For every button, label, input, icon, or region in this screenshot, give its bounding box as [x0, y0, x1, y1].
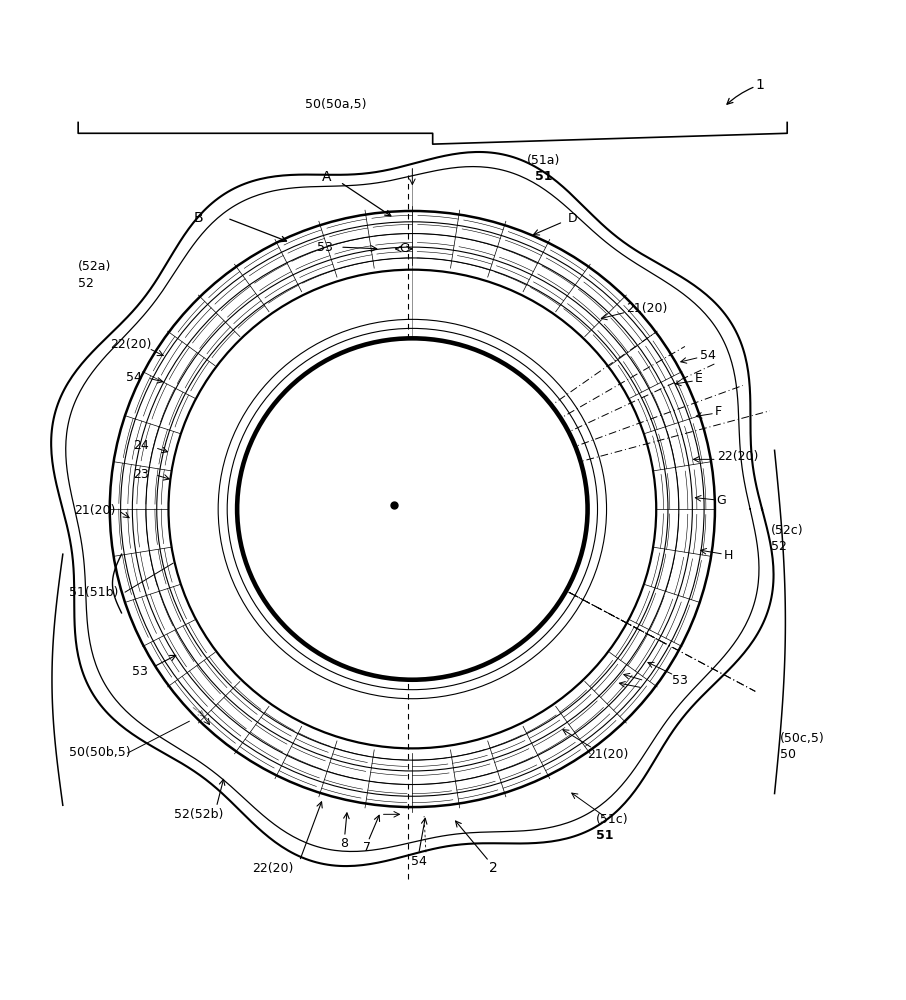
- Text: H: H: [516, 532, 525, 545]
- Text: E: E: [695, 372, 703, 385]
- Text: (50c,5): (50c,5): [780, 732, 824, 745]
- Text: 53: 53: [132, 665, 148, 678]
- Text: 52: 52: [78, 277, 94, 290]
- Text: (51a): (51a): [526, 154, 560, 167]
- Text: 50(50a,5): 50(50a,5): [304, 98, 366, 111]
- Text: C: C: [399, 242, 408, 255]
- Text: (52a): (52a): [78, 260, 111, 273]
- Text: 54: 54: [410, 855, 427, 868]
- Text: 22(20): 22(20): [110, 338, 151, 351]
- Text: A: A: [322, 170, 332, 184]
- Text: 21(20): 21(20): [73, 504, 115, 517]
- Text: (52c): (52c): [771, 524, 804, 537]
- Text: 54: 54: [700, 349, 717, 362]
- Text: 8: 8: [341, 837, 349, 850]
- Text: 51: 51: [596, 829, 613, 842]
- Text: 22(20): 22(20): [717, 450, 758, 463]
- Text: 52: 52: [771, 540, 786, 553]
- Text: B: B: [194, 211, 203, 225]
- Text: 51(51b): 51(51b): [69, 586, 119, 599]
- Text: 2: 2: [489, 861, 498, 875]
- Text: 50: 50: [780, 748, 796, 761]
- Text: 23: 23: [133, 468, 149, 481]
- Text: E: E: [457, 447, 465, 460]
- Text: S1: S1: [433, 492, 449, 505]
- Ellipse shape: [238, 339, 587, 679]
- Text: 1: 1: [756, 78, 765, 92]
- Text: (51c): (51c): [596, 813, 629, 826]
- Text: F: F: [467, 470, 474, 483]
- Text: H: H: [724, 549, 733, 562]
- Text: D: D: [567, 212, 577, 225]
- Text: 24: 24: [133, 439, 149, 452]
- Text: 22(20): 22(20): [252, 862, 293, 875]
- Text: G: G: [467, 492, 477, 505]
- Text: 7: 7: [363, 841, 371, 854]
- Text: 52(52b): 52(52b): [174, 808, 223, 821]
- Text: 53: 53: [317, 241, 333, 254]
- Text: 21(20): 21(20): [626, 302, 668, 315]
- Text: C: C: [368, 439, 376, 452]
- Text: 53: 53: [671, 674, 688, 687]
- Text: 54: 54: [126, 371, 141, 384]
- Text: 50(50b,5): 50(50b,5): [69, 746, 130, 759]
- Text: F: F: [715, 405, 722, 418]
- Text: D: D: [407, 428, 417, 441]
- Text: 21(20): 21(20): [587, 748, 628, 761]
- Text: G: G: [717, 493, 727, 506]
- Text: 51: 51: [535, 170, 552, 183]
